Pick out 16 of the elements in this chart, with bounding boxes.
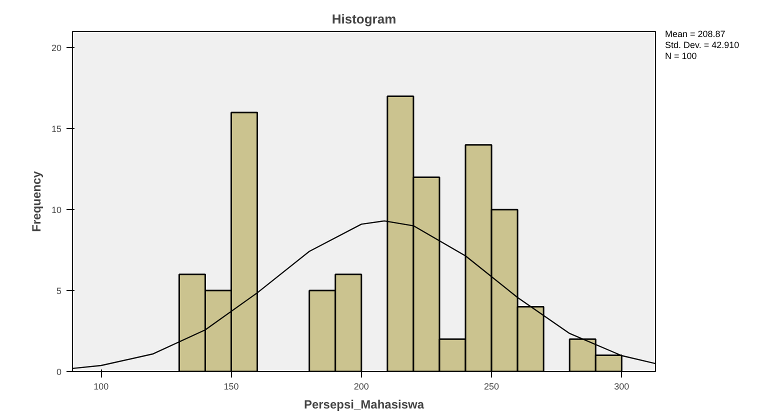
- x-tick-label: 200: [354, 382, 369, 392]
- x-axis-title: Persepsi_Mahasiswa: [304, 398, 424, 412]
- chart-title: Histogram: [332, 12, 396, 26]
- x-tick-label: 250: [484, 382, 500, 392]
- y-tick-label: 20: [51, 43, 62, 54]
- x-tick-label: 150: [224, 382, 239, 392]
- text: Mean = 208.87: [665, 29, 726, 39]
- y-axis-title: Frequency: [29, 170, 44, 232]
- text: Std. Dev. = 42.910: [665, 40, 740, 50]
- y-tick-label: 10: [51, 205, 62, 216]
- y-tick-label: 15: [51, 124, 62, 134]
- x-tick-label: 100: [94, 382, 109, 392]
- y-tick-label: 0: [56, 367, 62, 377]
- y-tick-label: 5: [56, 286, 62, 296]
- x-tick-label: 300: [614, 382, 630, 392]
- text: N = 100: [665, 51, 697, 61]
